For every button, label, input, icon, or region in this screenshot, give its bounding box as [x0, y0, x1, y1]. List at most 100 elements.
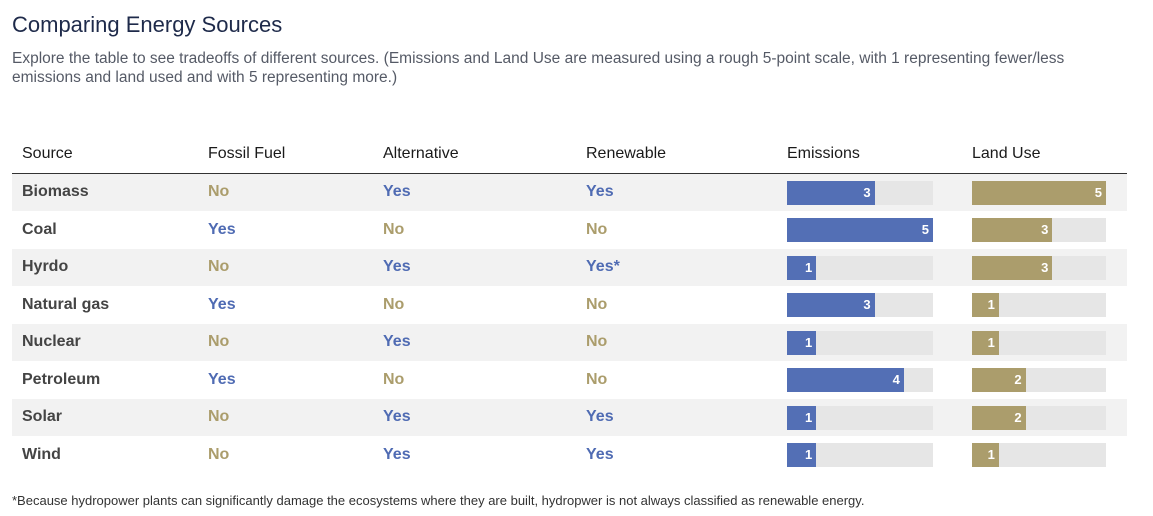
alternative-cell: Yes	[373, 398, 576, 437]
renewable-cell-value: No	[586, 220, 608, 238]
land-use-cell: 1	[962, 436, 1127, 474]
emissions-bar: 3	[787, 293, 875, 318]
alternative-cell-value: Yes	[383, 333, 411, 351]
column-header-alternative[interactable]: Alternative	[373, 135, 576, 174]
renewable-cell-value: No	[586, 333, 608, 351]
page-title: Comparing Energy Sources	[12, 12, 283, 37]
fossil-fuel-cell: No	[198, 398, 373, 437]
table-row: Nuclear No Yes No 1 1	[12, 323, 1127, 362]
emissions-bar: 5	[787, 218, 933, 243]
alternative-cell: No	[373, 211, 576, 249]
emissions-bar-track: 1	[787, 255, 933, 280]
table-row: Solar No Yes Yes 1 2	[12, 398, 1127, 437]
land-use-bar: 2	[972, 368, 1026, 393]
emissions-bar: 1	[787, 330, 817, 355]
table-body: Biomass No Yes Yes 3 5 Coal Yes No No 5 3 Hyrdo No Yes…	[12, 173, 1127, 474]
source-cell: Hyrdo	[12, 248, 198, 287]
table-header-row: Source Fossil Fuel Alternative Renewable…	[12, 135, 1127, 174]
fossil-fuel-cell-value: Yes	[208, 370, 236, 388]
column-header-source[interactable]: Source	[12, 135, 198, 174]
source-cell: Biomass	[12, 173, 198, 212]
land-use-bar-track: 2	[972, 368, 1106, 393]
land-use-cell: 3	[962, 248, 1127, 287]
table-row: Hyrdo No Yes Yes* 1 3	[12, 248, 1127, 287]
emissions-bar-label: 3	[863, 297, 871, 313]
fossil-fuel-cell: Yes	[198, 361, 373, 399]
emissions-bar: 1	[787, 255, 817, 280]
page-subtitle: Explore the table to see tradeoffs of di…	[12, 50, 1065, 86]
renewable-cell: Yes	[576, 398, 777, 437]
renewable-cell-value: Yes	[586, 408, 614, 426]
column-header-emissions[interactable]: Emissions	[777, 135, 962, 174]
land-use-bar: 1	[972, 330, 999, 355]
alternative-cell-value: No	[383, 295, 405, 313]
alternative-cell: No	[373, 361, 576, 399]
fossil-fuel-cell-value: No	[208, 258, 230, 276]
renewable-cell-value: No	[586, 295, 608, 313]
column-header-fossil-fuel[interactable]: Fossil Fuel	[198, 135, 373, 174]
land-use-bar-label: 3	[1041, 222, 1049, 238]
land-use-bar-label: 2	[1014, 372, 1022, 388]
fossil-fuel-cell: No	[198, 323, 373, 362]
fossil-fuel-cell-value: No	[208, 333, 230, 351]
fossil-fuel-cell: No	[198, 248, 373, 287]
renewable-cell: Yes	[576, 436, 777, 474]
alternative-cell: Yes	[373, 173, 576, 212]
fossil-fuel-cell-value: Yes	[208, 295, 236, 313]
table-row: Petroleum Yes No No 4 2	[12, 361, 1127, 399]
emissions-bar-label: 1	[804, 447, 813, 463]
column-header-land-use[interactable]: Land Use	[962, 135, 1127, 174]
emissions-cell: 1	[777, 398, 962, 437]
alternative-cell-value: No	[383, 370, 405, 388]
emissions-cell: 4	[777, 361, 962, 399]
alternative-cell: No	[373, 286, 576, 324]
emissions-bar-label: 5	[921, 222, 929, 238]
emissions-bar: 3	[787, 180, 875, 205]
renewable-cell-value: Yes	[586, 445, 614, 463]
source-cell: Coal	[12, 211, 198, 249]
land-use-bar: 3	[972, 218, 1053, 243]
table-row: Natural gas Yes No No 3 1	[12, 286, 1127, 324]
alternative-cell-value: No	[383, 220, 405, 238]
emissions-bar-track: 5	[787, 218, 933, 243]
fossil-fuel-cell-value: No	[208, 183, 230, 201]
alternative-cell-value: Yes	[383, 183, 411, 201]
emissions-cell: 5	[777, 211, 962, 249]
column-header-renewable[interactable]: Renewable	[576, 135, 777, 174]
land-use-bar: 5	[972, 180, 1106, 205]
emissions-bar-track: 3	[787, 293, 933, 318]
renewable-cell: No	[576, 361, 777, 399]
fossil-fuel-cell: Yes	[198, 211, 373, 249]
land-use-bar: 3	[972, 255, 1053, 280]
land-use-cell: 2	[962, 398, 1127, 437]
source-cell: Wind	[12, 436, 198, 474]
emissions-bar: 1	[787, 405, 817, 430]
emissions-bar-track: 1	[787, 330, 933, 355]
land-use-bar-track: 3	[972, 255, 1106, 280]
land-use-bar-label: 1	[987, 334, 995, 350]
renewable-cell-value: Yes	[586, 183, 614, 201]
emissions-bar-track: 4	[787, 368, 933, 393]
emissions-cell: 1	[777, 323, 962, 362]
land-use-bar-label: 2	[1014, 409, 1022, 425]
renewable-cell: No	[576, 323, 777, 362]
land-use-bar-track: 3	[972, 218, 1106, 243]
emissions-bar-track: 1	[787, 405, 933, 430]
land-use-bar: 1	[972, 293, 999, 318]
source-cell: Solar	[12, 398, 198, 437]
energy-sources-table: Source Fossil Fuel Alternative Renewable…	[12, 135, 1127, 474]
alternative-cell-value: Yes	[383, 258, 411, 276]
land-use-bar-track: 2	[972, 405, 1106, 430]
source-cell: Natural gas	[12, 286, 198, 324]
land-use-bar-track: 1	[972, 293, 1106, 318]
land-use-bar-label: 5	[1094, 184, 1102, 200]
emissions-bar-label: 1	[804, 259, 813, 275]
fossil-fuel-cell: Yes	[198, 286, 373, 324]
emissions-cell: 3	[777, 173, 962, 212]
alternative-cell: Yes	[373, 436, 576, 474]
fossil-fuel-cell: No	[198, 173, 373, 212]
renewable-cell: No	[576, 286, 777, 324]
emissions-bar-label: 1	[804, 334, 813, 350]
emissions-bar: 1	[787, 443, 817, 468]
source-cell: Petroleum	[12, 361, 198, 399]
